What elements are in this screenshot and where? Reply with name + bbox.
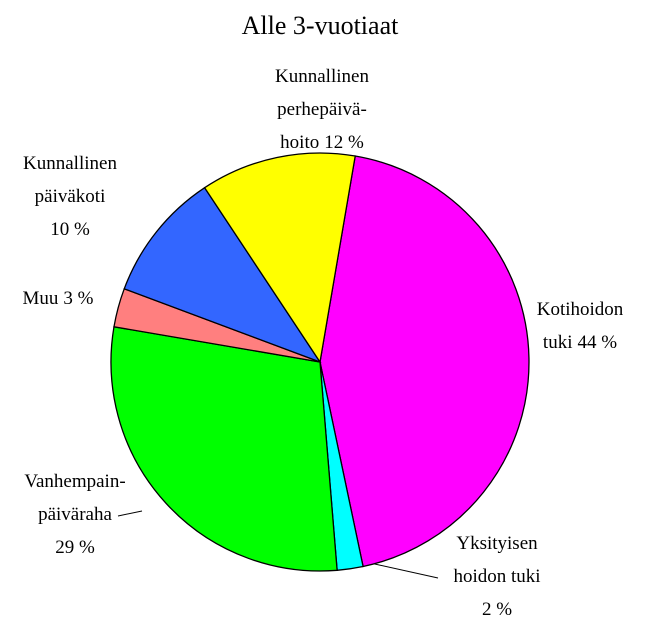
pie-slice <box>110 326 338 572</box>
label-line: Yksityisen <box>456 533 538 554</box>
label-line: perhepäivä- <box>277 99 367 120</box>
label-line: Kunnallinen <box>275 66 369 87</box>
pie-slice <box>319 155 530 568</box>
pie-slice <box>123 186 322 364</box>
label-line: päiväraha <box>38 504 112 525</box>
value-label: 29 % <box>55 537 95 558</box>
label-line: hoito <box>280 132 319 153</box>
slice-label: Muu 3 % <box>23 288 94 309</box>
leader-line <box>117 510 143 517</box>
pie-slice <box>203 152 356 364</box>
label-line: päiväkoti <box>35 186 106 207</box>
slice-label: Kunnallinen perhepäivä-hoito 12 % <box>275 66 369 153</box>
slice-label: Yksityisen hoidon tuki 2 % <box>453 533 540 618</box>
value-label: 12 % <box>324 132 364 153</box>
chart-title: Alle 3-vuotiaat <box>242 11 399 40</box>
slice-label: Kunnallinen päiväkoti 10 % <box>23 153 117 240</box>
value-label: 3 % <box>63 288 93 309</box>
label-line: Muu <box>23 288 59 309</box>
label-line: Vanhempain- <box>24 471 125 492</box>
value-label: 2 % <box>482 599 512 618</box>
slice-label: Vanhempain-päiväraha 29 % <box>24 471 125 558</box>
value-label: 10 % <box>50 219 90 240</box>
value-label: 44 % <box>577 332 617 353</box>
label-line: Kotihoidon <box>537 299 624 320</box>
label-line: hoidon tuki <box>453 566 540 587</box>
label-line: Kunnallinen <box>23 153 117 174</box>
slice-label: Kotihoidon tuki 44 % <box>537 299 624 353</box>
label-line: tuki <box>543 332 573 353</box>
